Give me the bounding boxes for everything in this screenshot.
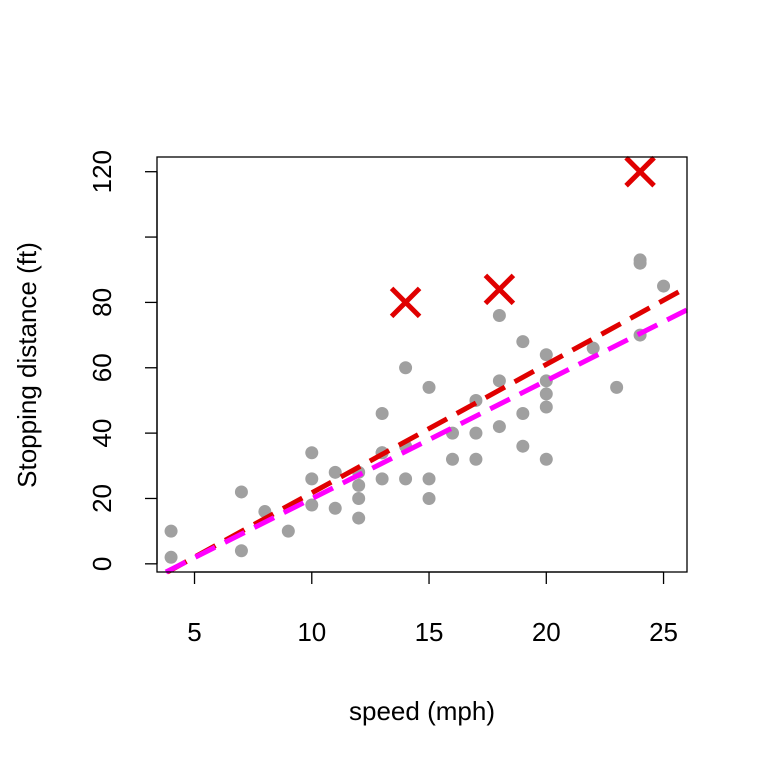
- x-tick-label: 5: [187, 617, 201, 647]
- data-point: [422, 491, 436, 505]
- y-tick-label: 120: [87, 150, 117, 193]
- data-point: [633, 253, 647, 267]
- x-axis-label: speed (mph): [349, 696, 495, 726]
- data-point: [422, 380, 436, 394]
- data-point: [352, 511, 366, 525]
- data-point: [539, 348, 553, 362]
- data-point: [352, 491, 366, 505]
- data-point: [516, 407, 530, 421]
- x-tick-label: 20: [532, 617, 561, 647]
- x-tick-label: 25: [649, 617, 678, 647]
- data-point: [399, 361, 413, 375]
- data-point: [445, 452, 459, 466]
- data-point: [539, 387, 553, 401]
- data-point: [539, 400, 553, 414]
- data-point: [422, 472, 436, 486]
- data-point: [305, 446, 319, 460]
- data-point: [234, 485, 248, 499]
- data-point: [281, 524, 295, 538]
- y-tick-label: 60: [87, 353, 117, 382]
- data-point: [516, 335, 530, 349]
- data-point: [492, 308, 506, 322]
- regression-line: [164, 307, 689, 575]
- outlier-marker: [483, 273, 516, 306]
- data-point: [610, 380, 624, 394]
- x-axis: 5 10 15 20 25: [187, 571, 678, 647]
- outlier-marker: [624, 155, 656, 188]
- data-point: [305, 472, 319, 486]
- y-tick-label: 20: [87, 484, 117, 513]
- y-axis: 0 20 40 60 80 120: [87, 150, 158, 571]
- data-point: [328, 465, 342, 479]
- data-point: [469, 452, 483, 466]
- data-point: [352, 478, 366, 492]
- y-axis-label: Stopping distance (ft): [12, 242, 42, 488]
- outlier-marker: [389, 286, 422, 319]
- plot-frame: [156, 156, 688, 573]
- data-point: [164, 524, 178, 538]
- data-point: [164, 550, 178, 564]
- data-point: [492, 420, 506, 434]
- y-tick-label: 80: [87, 288, 117, 317]
- plot-marks: [164, 155, 671, 564]
- data-point: [399, 472, 413, 486]
- regression-line: [166, 285, 689, 575]
- data-point: [375, 407, 389, 421]
- data-point: [305, 498, 319, 512]
- data-point: [328, 501, 342, 515]
- x-tick-label: 10: [297, 617, 326, 647]
- y-tick-label: 0: [87, 557, 117, 571]
- data-point: [375, 472, 389, 486]
- data-point: [516, 439, 530, 453]
- y-tick-label: 40: [87, 419, 117, 448]
- data-point: [539, 452, 553, 466]
- data-point: [657, 279, 671, 293]
- x-tick-label: 15: [415, 617, 444, 647]
- data-point: [469, 426, 483, 440]
- fit-lines: [164, 285, 689, 575]
- data-point: [586, 341, 600, 355]
- data-point: [492, 374, 506, 388]
- data-point: [234, 544, 248, 558]
